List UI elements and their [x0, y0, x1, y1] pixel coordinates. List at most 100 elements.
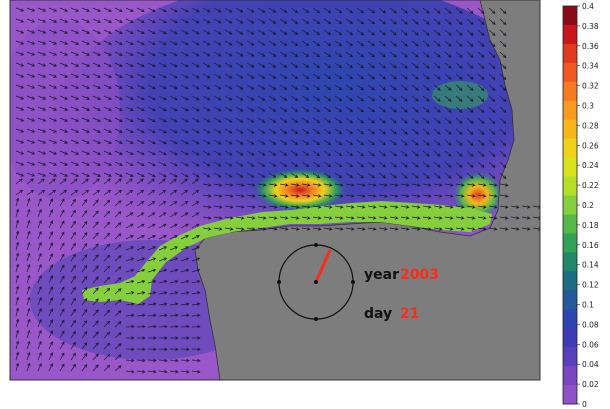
colorbar-tick-label: 0.36 — [582, 42, 599, 51]
current-vector-arrow — [180, 313, 190, 318]
current-vector-arrow — [191, 161, 200, 167]
current-vector-arrow — [290, 183, 300, 187]
current-vector-arrow — [345, 205, 355, 209]
current-vector-arrow — [37, 307, 42, 317]
current-vector-arrow — [37, 172, 47, 177]
current-vector-arrow — [345, 106, 354, 113]
current-vector-arrow — [301, 139, 310, 145]
current-vector-arrow — [125, 18, 134, 23]
current-vector-arrow — [455, 29, 463, 36]
current-vector-arrow — [488, 150, 496, 157]
current-vector-arrow — [334, 51, 343, 58]
current-vector-arrow — [48, 73, 58, 78]
current-vector-arrow — [356, 183, 366, 187]
colorbar-swatch — [563, 195, 577, 215]
current-vector-arrow — [92, 7, 101, 12]
colorbar-tick-label: 0 — [582, 400, 587, 409]
current-vector-arrow — [158, 324, 168, 329]
current-vector-arrow — [48, 51, 58, 56]
current-vector-arrow — [235, 205, 245, 209]
colorbar-swatch — [563, 271, 577, 291]
current-vector-arrow — [15, 230, 20, 240]
current-vector-arrow — [169, 18, 178, 24]
current-vector-arrow — [323, 183, 333, 187]
current-vector-arrow — [312, 150, 321, 156]
current-vector-arrow — [136, 212, 145, 218]
current-vector-arrow — [477, 95, 485, 102]
current-vector-arrow — [103, 172, 112, 177]
colorbar-swatch — [563, 157, 577, 178]
current-vector-arrow — [378, 183, 388, 187]
current-vector-arrow — [477, 183, 487, 187]
current-vector-arrow — [26, 274, 31, 284]
current-vector-arrow — [334, 150, 343, 157]
current-vector-arrow — [15, 197, 20, 207]
current-vector-arrow — [158, 358, 168, 363]
current-vector-arrow — [103, 73, 112, 78]
current-vector-arrow — [48, 209, 54, 218]
current-vector-arrow — [136, 279, 146, 284]
current-vector-arrow — [477, 62, 485, 69]
current-vector-arrow — [466, 117, 474, 124]
current-vector-arrow — [136, 302, 146, 306]
current-vector-arrow — [37, 7, 47, 12]
current-vector-arrow — [191, 106, 200, 112]
current-vector-arrow — [323, 18, 332, 25]
current-vector-arrow — [455, 150, 463, 157]
current-vector-arrow — [290, 73, 299, 79]
current-vector-arrow — [202, 7, 211, 13]
current-vector-arrow — [59, 7, 69, 12]
current-vector-arrow — [477, 139, 485, 146]
current-vector-arrow — [92, 117, 101, 122]
current-vector-arrow — [202, 205, 212, 209]
current-vector-arrow — [378, 227, 388, 231]
current-vector-arrow — [367, 128, 375, 135]
current-vector-arrow — [268, 128, 277, 134]
current-vector-arrow — [92, 232, 99, 240]
current-vector-arrow — [103, 232, 111, 240]
current-vector-arrow — [268, 205, 278, 209]
current-vector-arrow — [444, 128, 452, 135]
current-vector-arrow — [180, 370, 190, 374]
current-vector-arrow — [246, 106, 255, 112]
current-vector-arrow — [202, 73, 211, 79]
current-vector-arrow — [367, 117, 375, 124]
current-vector-arrow — [290, 139, 299, 145]
current-vector-arrow — [191, 189, 200, 196]
current-vector-arrow — [213, 7, 222, 13]
current-vector-arrow — [235, 106, 244, 112]
current-vector-arrow — [367, 84, 375, 91]
current-vector-arrow — [202, 29, 211, 35]
current-vector-arrow — [312, 128, 321, 134]
current-vector-arrow — [125, 347, 135, 351]
current-vector-arrow — [224, 51, 233, 57]
current-vector-arrow — [334, 183, 344, 187]
current-vector-arrow — [455, 128, 463, 135]
current-vector-arrow — [92, 287, 99, 295]
current-vector-arrow — [411, 40, 419, 47]
current-vector-arrow — [48, 363, 54, 372]
current-vector-arrow — [114, 7, 123, 12]
current-vector-arrow — [466, 183, 476, 187]
colorbar-swatch — [563, 100, 577, 121]
current-vector-arrow — [48, 264, 54, 273]
current-vector-arrow — [81, 331, 88, 339]
current-vector-arrow — [499, 84, 507, 91]
current-vector-arrow — [92, 128, 101, 133]
current-vector-arrow — [235, 29, 244, 35]
current-vector-arrow — [136, 161, 145, 167]
current-vector-arrow — [279, 29, 288, 35]
current-vector-arrow — [235, 7, 244, 13]
current-vector-arrow — [345, 40, 354, 47]
current-vector-arrow — [191, 223, 200, 229]
current-vector-arrow — [81, 172, 90, 177]
current-vector-arrow — [48, 161, 58, 166]
current-vector-arrow — [367, 194, 377, 198]
current-vector-arrow — [158, 257, 168, 262]
current-vector-arrow — [301, 51, 310, 57]
current-vector-arrow — [180, 161, 189, 167]
current-vector-arrow — [81, 287, 88, 295]
current-vector-arrow — [246, 139, 255, 145]
current-vector-arrow — [356, 205, 366, 209]
current-vector-arrow — [499, 172, 507, 179]
